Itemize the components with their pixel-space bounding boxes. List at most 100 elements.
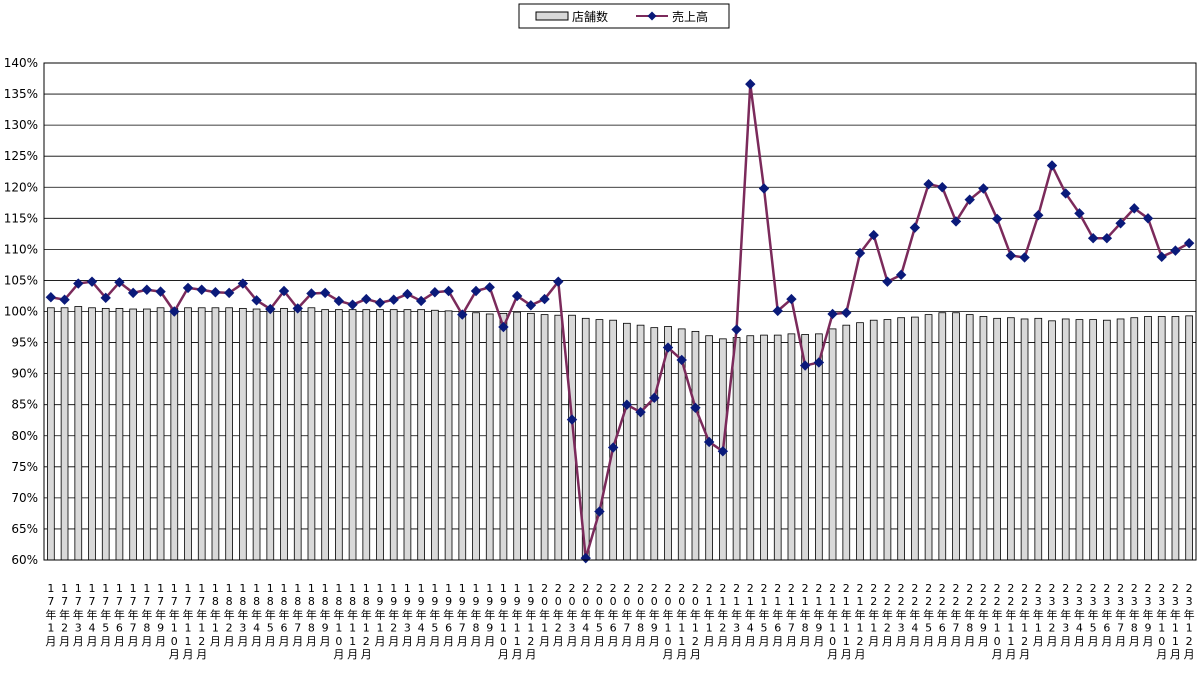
sales-point: [347, 299, 358, 310]
y-tick-label: 90%: [11, 367, 38, 381]
bar: [389, 309, 398, 561]
sales-point: [594, 506, 605, 517]
bar: [623, 322, 631, 561]
bar-series: [47, 306, 1193, 561]
bar: [732, 337, 741, 561]
bar: [417, 309, 425, 561]
sales-point: [745, 78, 756, 90]
bar: [1089, 319, 1097, 561]
sales-point: [703, 436, 715, 448]
bar: [787, 333, 796, 561]
sales-point: [443, 285, 454, 297]
bar: [403, 309, 412, 561]
sales-point: [690, 402, 701, 413]
sales-point: [470, 285, 482, 297]
bar: [554, 314, 563, 561]
bar: [965, 314, 974, 561]
legend: 店舗数 売上高: [518, 3, 730, 29]
sales-point: [415, 295, 427, 307]
plot-frame: [43, 62, 1197, 561]
sales-point: [662, 342, 674, 353]
sales-point: [292, 303, 303, 314]
sales-point: [402, 288, 413, 300]
bar: [869, 319, 878, 561]
sales-point: [649, 392, 660, 404]
sales-point: [964, 194, 975, 205]
sales-point: [457, 309, 468, 320]
bar: [993, 317, 1001, 561]
bar: [115, 307, 124, 561]
bar: [650, 327, 659, 561]
bar: [691, 330, 700, 561]
bar: [897, 317, 905, 561]
sales-point: [923, 178, 934, 190]
sales-point: [854, 247, 866, 259]
y-tick-label: 65%: [11, 522, 38, 536]
sales-point: [127, 287, 139, 299]
sales-point: [498, 321, 509, 333]
bar: [74, 306, 83, 561]
sales-point: [1129, 203, 1140, 214]
sales-point: [100, 292, 111, 304]
bar: [1048, 320, 1056, 561]
y-axis: 60% 65% 70% 75% 80% 85% 90% 95% 100% 105% 110% 115%…: [4, 56, 38, 567]
legend-label-line: 売上高: [672, 9, 708, 24]
y-tick-label: 100%: [4, 305, 38, 319]
sales-point: [978, 183, 989, 194]
bar: [1075, 319, 1084, 561]
sales-point: [813, 357, 825, 368]
y-tick-label: 70%: [11, 491, 38, 505]
sales-point: [196, 284, 207, 295]
bar: [1171, 316, 1180, 561]
sales-point: [909, 222, 921, 233]
sales-point: [169, 306, 180, 317]
sales-point: [73, 278, 84, 289]
sales-point: [333, 295, 345, 307]
y-tick-label: 85%: [11, 398, 38, 412]
y-tick-label: 130%: [4, 118, 38, 132]
bar: [1061, 318, 1070, 561]
sales-point: [237, 278, 249, 289]
bar: [472, 312, 480, 561]
y-tick-label: 120%: [4, 180, 38, 194]
sales-point: [182, 282, 194, 294]
sales-point: [265, 303, 276, 315]
y-tick-label: 80%: [11, 429, 38, 443]
sales-point: [223, 287, 235, 299]
sales-point: [251, 295, 262, 306]
bar: [348, 309, 357, 561]
sales-point: [86, 276, 98, 287]
